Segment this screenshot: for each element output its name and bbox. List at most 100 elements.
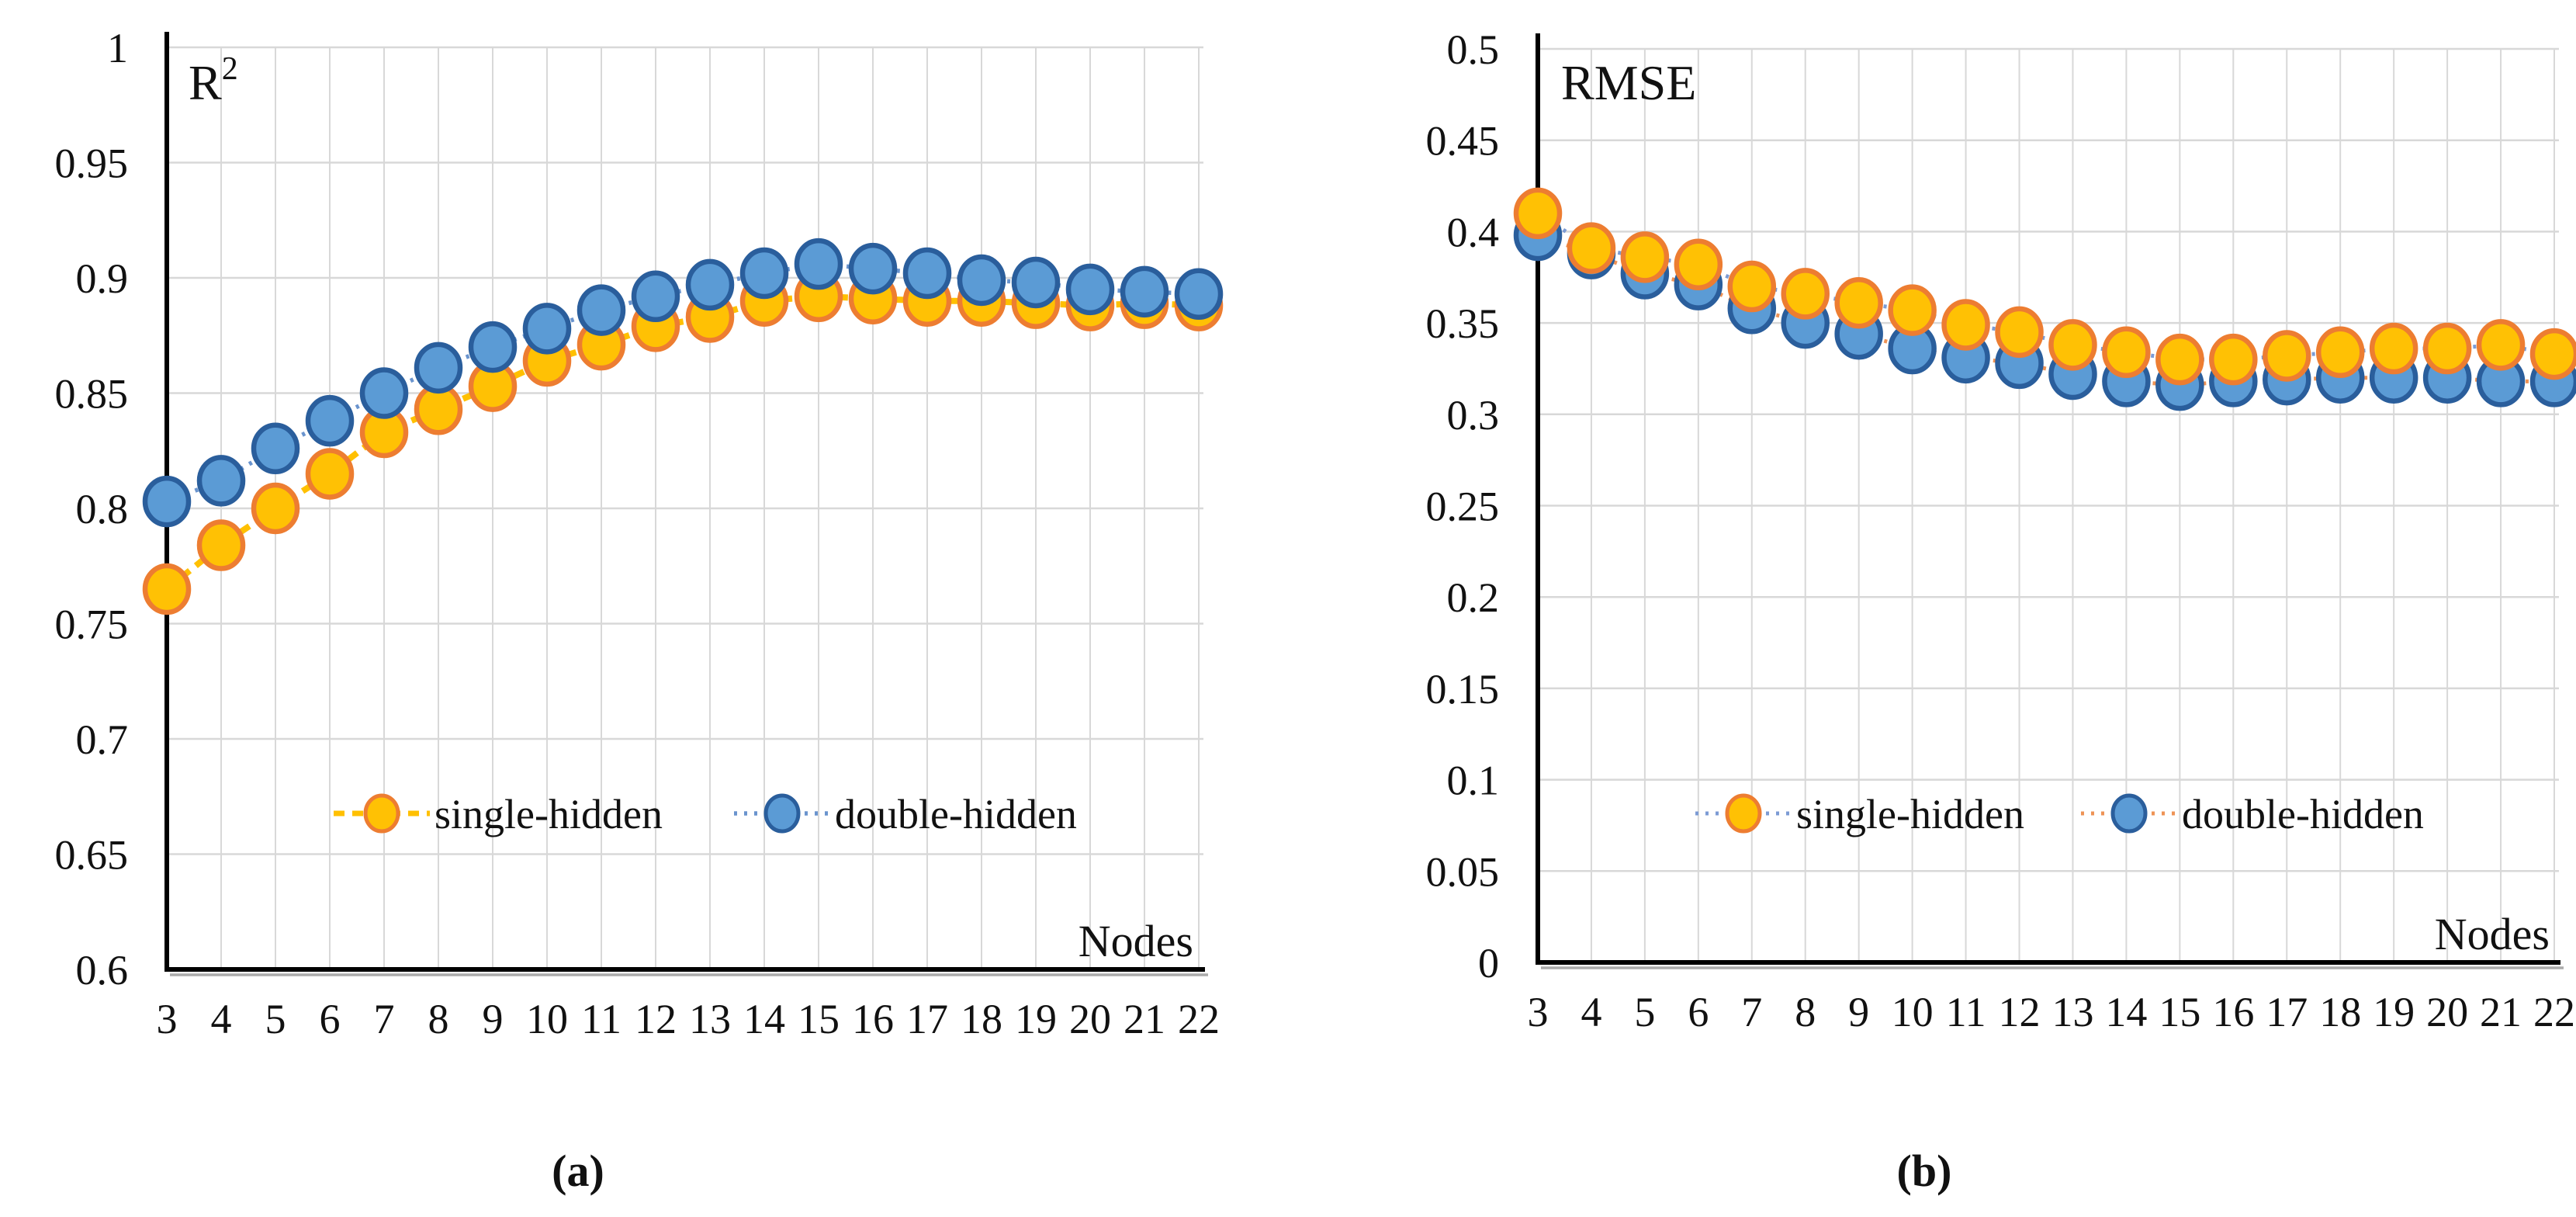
y-tick-label: 1: [107, 25, 128, 71]
y-tick-label: 0.6: [76, 947, 129, 993]
x-tick-label: 3: [157, 996, 178, 1042]
legend: single-hidden double-hidden: [1695, 791, 2424, 837]
y-tick-label: 0.85: [55, 371, 129, 418]
legend-label-double-hidden: double-hidden: [835, 791, 1077, 837]
x-tick-label: 17: [906, 996, 948, 1042]
data-point-double-hidden-x11: [576, 284, 626, 336]
data-point-double-hidden-x5: [251, 422, 300, 475]
x-tick-label: 5: [265, 996, 286, 1042]
data-point-double-hidden-x21: [1120, 265, 1169, 318]
x-tick-label: 13: [2051, 989, 2093, 1035]
data-point-single-hidden-x5: [1620, 231, 1670, 283]
x-tick-label: 22: [1178, 996, 1220, 1042]
x-tick-label: 19: [2373, 989, 2415, 1035]
y-tick-label: 0.8: [76, 486, 129, 532]
legend-marker-single-hidden: [1725, 793, 1762, 834]
chart-a: 1 0.95 0.9 0.85 0.8 0.75 0.7 0.65 0.6 3 4 5 6 7 8 9 10 11…: [55, 25, 1224, 1042]
x-tick-label: 10: [526, 996, 568, 1042]
data-point-double-hidden-x16: [848, 242, 898, 295]
y-tick-label: 0.45: [1426, 118, 1500, 165]
data-point-single-hidden-x21: [2476, 319, 2526, 371]
y-tick-label: 0.9: [76, 255, 129, 302]
x-tick-label: 12: [1999, 989, 2041, 1035]
legend-marker-single-hidden: [363, 793, 400, 834]
x-tick-label: 19: [1015, 996, 1057, 1042]
data-point-double-hidden-x7: [359, 367, 409, 419]
data-point-single-hidden-x10: [1888, 284, 1937, 336]
data-point-double-hidden-x13: [685, 258, 735, 311]
x-tick-label: 22: [2533, 989, 2575, 1035]
y-tick-label: 0.7: [76, 716, 129, 763]
legend-label-double-hidden: double-hidden: [2182, 791, 2424, 837]
data-point-double-hidden-x22: [1174, 268, 1224, 321]
data-point-double-hidden-x4: [196, 455, 246, 507]
y-tick-label: 0.2: [1447, 574, 1500, 621]
y-tick-label: 0.15: [1426, 666, 1500, 713]
chart-b: 0.5 0.45 0.4 0.35 0.3 0.25 0.2 0.15 0.1 0.05 03 4 5 6…: [1426, 26, 2576, 1035]
data-point-single-hidden-x7: [1727, 260, 1777, 313]
x-tick-label: 16: [2212, 989, 2254, 1035]
data-point-single-hidden-x9: [1834, 276, 1883, 329]
chart-title: RMSE: [1561, 55, 1696, 110]
y-tick-label: 0.4: [1447, 209, 1500, 255]
data-point-single-hidden-x12: [1995, 306, 2044, 359]
x-tick-label: 20: [2426, 989, 2468, 1035]
data-point-single-hidden-x13: [2048, 319, 2097, 371]
data-point-double-hidden-x12: [631, 270, 680, 323]
y-tick-label: 0.25: [1426, 484, 1500, 530]
caption-a: (a): [552, 1146, 604, 1196]
caption-b: (b): [1897, 1146, 1952, 1196]
x-tick-label: 5: [1634, 989, 1655, 1035]
x-tick-label: 9: [1848, 989, 1869, 1035]
data-point-single-hidden-x14: [2102, 326, 2151, 379]
data-point-single-hidden-x4: [196, 519, 246, 571]
data-point-double-hidden-x6: [305, 394, 355, 447]
y-tick-label: 0: [1478, 940, 1499, 986]
data-point-double-hidden-x3: [142, 475, 192, 528]
data-point-single-hidden-x18: [2315, 326, 2365, 379]
data-point-double-hidden-x14: [739, 247, 789, 300]
x-tick-label: 4: [1581, 989, 1601, 1035]
data-point-single-hidden-x3: [1513, 187, 1563, 240]
x-tick-label: 7: [374, 996, 395, 1042]
x-tick-label: 8: [1795, 989, 1816, 1035]
chart-title: R2: [189, 51, 238, 110]
data-point-single-hidden-x17: [2263, 330, 2311, 382]
data-point-single-hidden-x4: [1567, 222, 1616, 274]
x-tick-label: 12: [635, 996, 677, 1042]
y-tick-label: 0.1: [1447, 758, 1500, 804]
x-tick-label: 7: [1741, 989, 1762, 1035]
y-tick-label: 0.5: [1447, 26, 1500, 73]
data-point-double-hidden-x18: [957, 254, 1006, 307]
x-tick-label: 20: [1069, 996, 1111, 1042]
data-point-single-hidden-x3: [142, 563, 192, 615]
legend: single-hidden double-hidden: [334, 791, 1077, 837]
x-tick-label: 11: [1946, 989, 1986, 1035]
data-point-single-hidden-x20: [2422, 322, 2472, 375]
legend-marker-double-hidden: [2110, 793, 2148, 834]
data-point-single-hidden-x15: [2155, 333, 2204, 386]
data-point-double-hidden-x20: [1065, 263, 1115, 316]
x-axis-title: Nodes: [2435, 909, 2550, 959]
x-tick-label: 21: [2480, 989, 2522, 1035]
data-point-single-hidden-x6: [305, 448, 355, 500]
x-tick-label: 3: [1528, 989, 1549, 1035]
x-tick-label: 10: [1892, 989, 1934, 1035]
x-tick-label: 16: [852, 996, 894, 1042]
data-point-single-hidden-x11: [1941, 299, 1990, 351]
x-tick-label: 21: [1124, 996, 1165, 1042]
data-point-single-hidden-x6: [1674, 238, 1723, 291]
y-tick-label: 0.05: [1426, 848, 1500, 895]
legend-label-single-hidden: single-hidden: [435, 791, 663, 837]
data-point-single-hidden-x22: [2529, 328, 2576, 380]
x-tick-label: 6: [1688, 989, 1709, 1035]
data-point-double-hidden-x15: [794, 238, 843, 290]
y-tick-label: 0.3: [1447, 392, 1500, 439]
y-tick-label: 0.35: [1426, 300, 1500, 347]
x-tick-label: 15: [2159, 989, 2200, 1035]
data-point-double-hidden-x19: [1011, 256, 1061, 309]
legend-label-single-hidden: single-hidden: [1796, 791, 2024, 837]
data-point-double-hidden-x8: [414, 342, 463, 394]
x-tick-label: 11: [581, 996, 621, 1042]
x-tick-label: 14: [2105, 989, 2147, 1035]
